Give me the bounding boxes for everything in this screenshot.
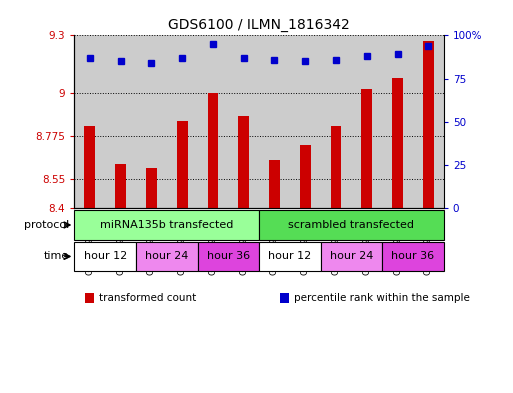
Bar bbox=[382, 35, 413, 208]
Bar bbox=[167, 35, 198, 208]
Bar bbox=[228, 35, 259, 208]
Bar bbox=[290, 35, 321, 208]
Bar bbox=[269, 160, 280, 208]
Bar bbox=[74, 35, 105, 208]
Bar bbox=[259, 242, 321, 271]
Bar bbox=[300, 145, 310, 208]
Bar bbox=[146, 168, 156, 208]
Text: hour 24: hour 24 bbox=[330, 252, 373, 261]
Bar bbox=[176, 121, 188, 208]
Bar bbox=[351, 35, 382, 208]
Bar bbox=[321, 242, 382, 271]
Bar bbox=[115, 164, 126, 208]
Bar bbox=[136, 35, 167, 208]
Bar bbox=[382, 242, 444, 271]
Title: GDS6100 / ILMN_1816342: GDS6100 / ILMN_1816342 bbox=[168, 18, 350, 31]
Bar bbox=[74, 242, 136, 271]
Text: percentile rank within the sample: percentile rank within the sample bbox=[294, 293, 470, 303]
Bar bbox=[84, 126, 95, 208]
Bar bbox=[207, 93, 218, 208]
Text: hour 24: hour 24 bbox=[145, 252, 188, 261]
Bar bbox=[259, 35, 290, 208]
Bar bbox=[105, 35, 136, 208]
Text: transformed count: transformed count bbox=[99, 293, 196, 303]
Text: hour 12: hour 12 bbox=[268, 252, 311, 261]
Bar bbox=[238, 116, 249, 208]
Bar bbox=[392, 78, 403, 208]
Bar bbox=[331, 126, 342, 208]
Bar bbox=[259, 210, 444, 240]
Text: protocol: protocol bbox=[24, 220, 69, 230]
Text: hour 12: hour 12 bbox=[84, 252, 127, 261]
Text: scrambled transfected: scrambled transfected bbox=[288, 220, 415, 230]
Bar bbox=[361, 89, 372, 208]
Bar bbox=[321, 35, 351, 208]
Text: time: time bbox=[44, 252, 69, 261]
Text: miRNA135b transfected: miRNA135b transfected bbox=[100, 220, 233, 230]
Bar bbox=[136, 242, 198, 271]
Bar bbox=[423, 41, 433, 208]
Bar bbox=[198, 242, 259, 271]
Bar bbox=[413, 35, 444, 208]
Text: hour 36: hour 36 bbox=[207, 252, 250, 261]
Bar bbox=[198, 35, 228, 208]
Text: hour 36: hour 36 bbox=[391, 252, 435, 261]
Bar bbox=[74, 210, 259, 240]
